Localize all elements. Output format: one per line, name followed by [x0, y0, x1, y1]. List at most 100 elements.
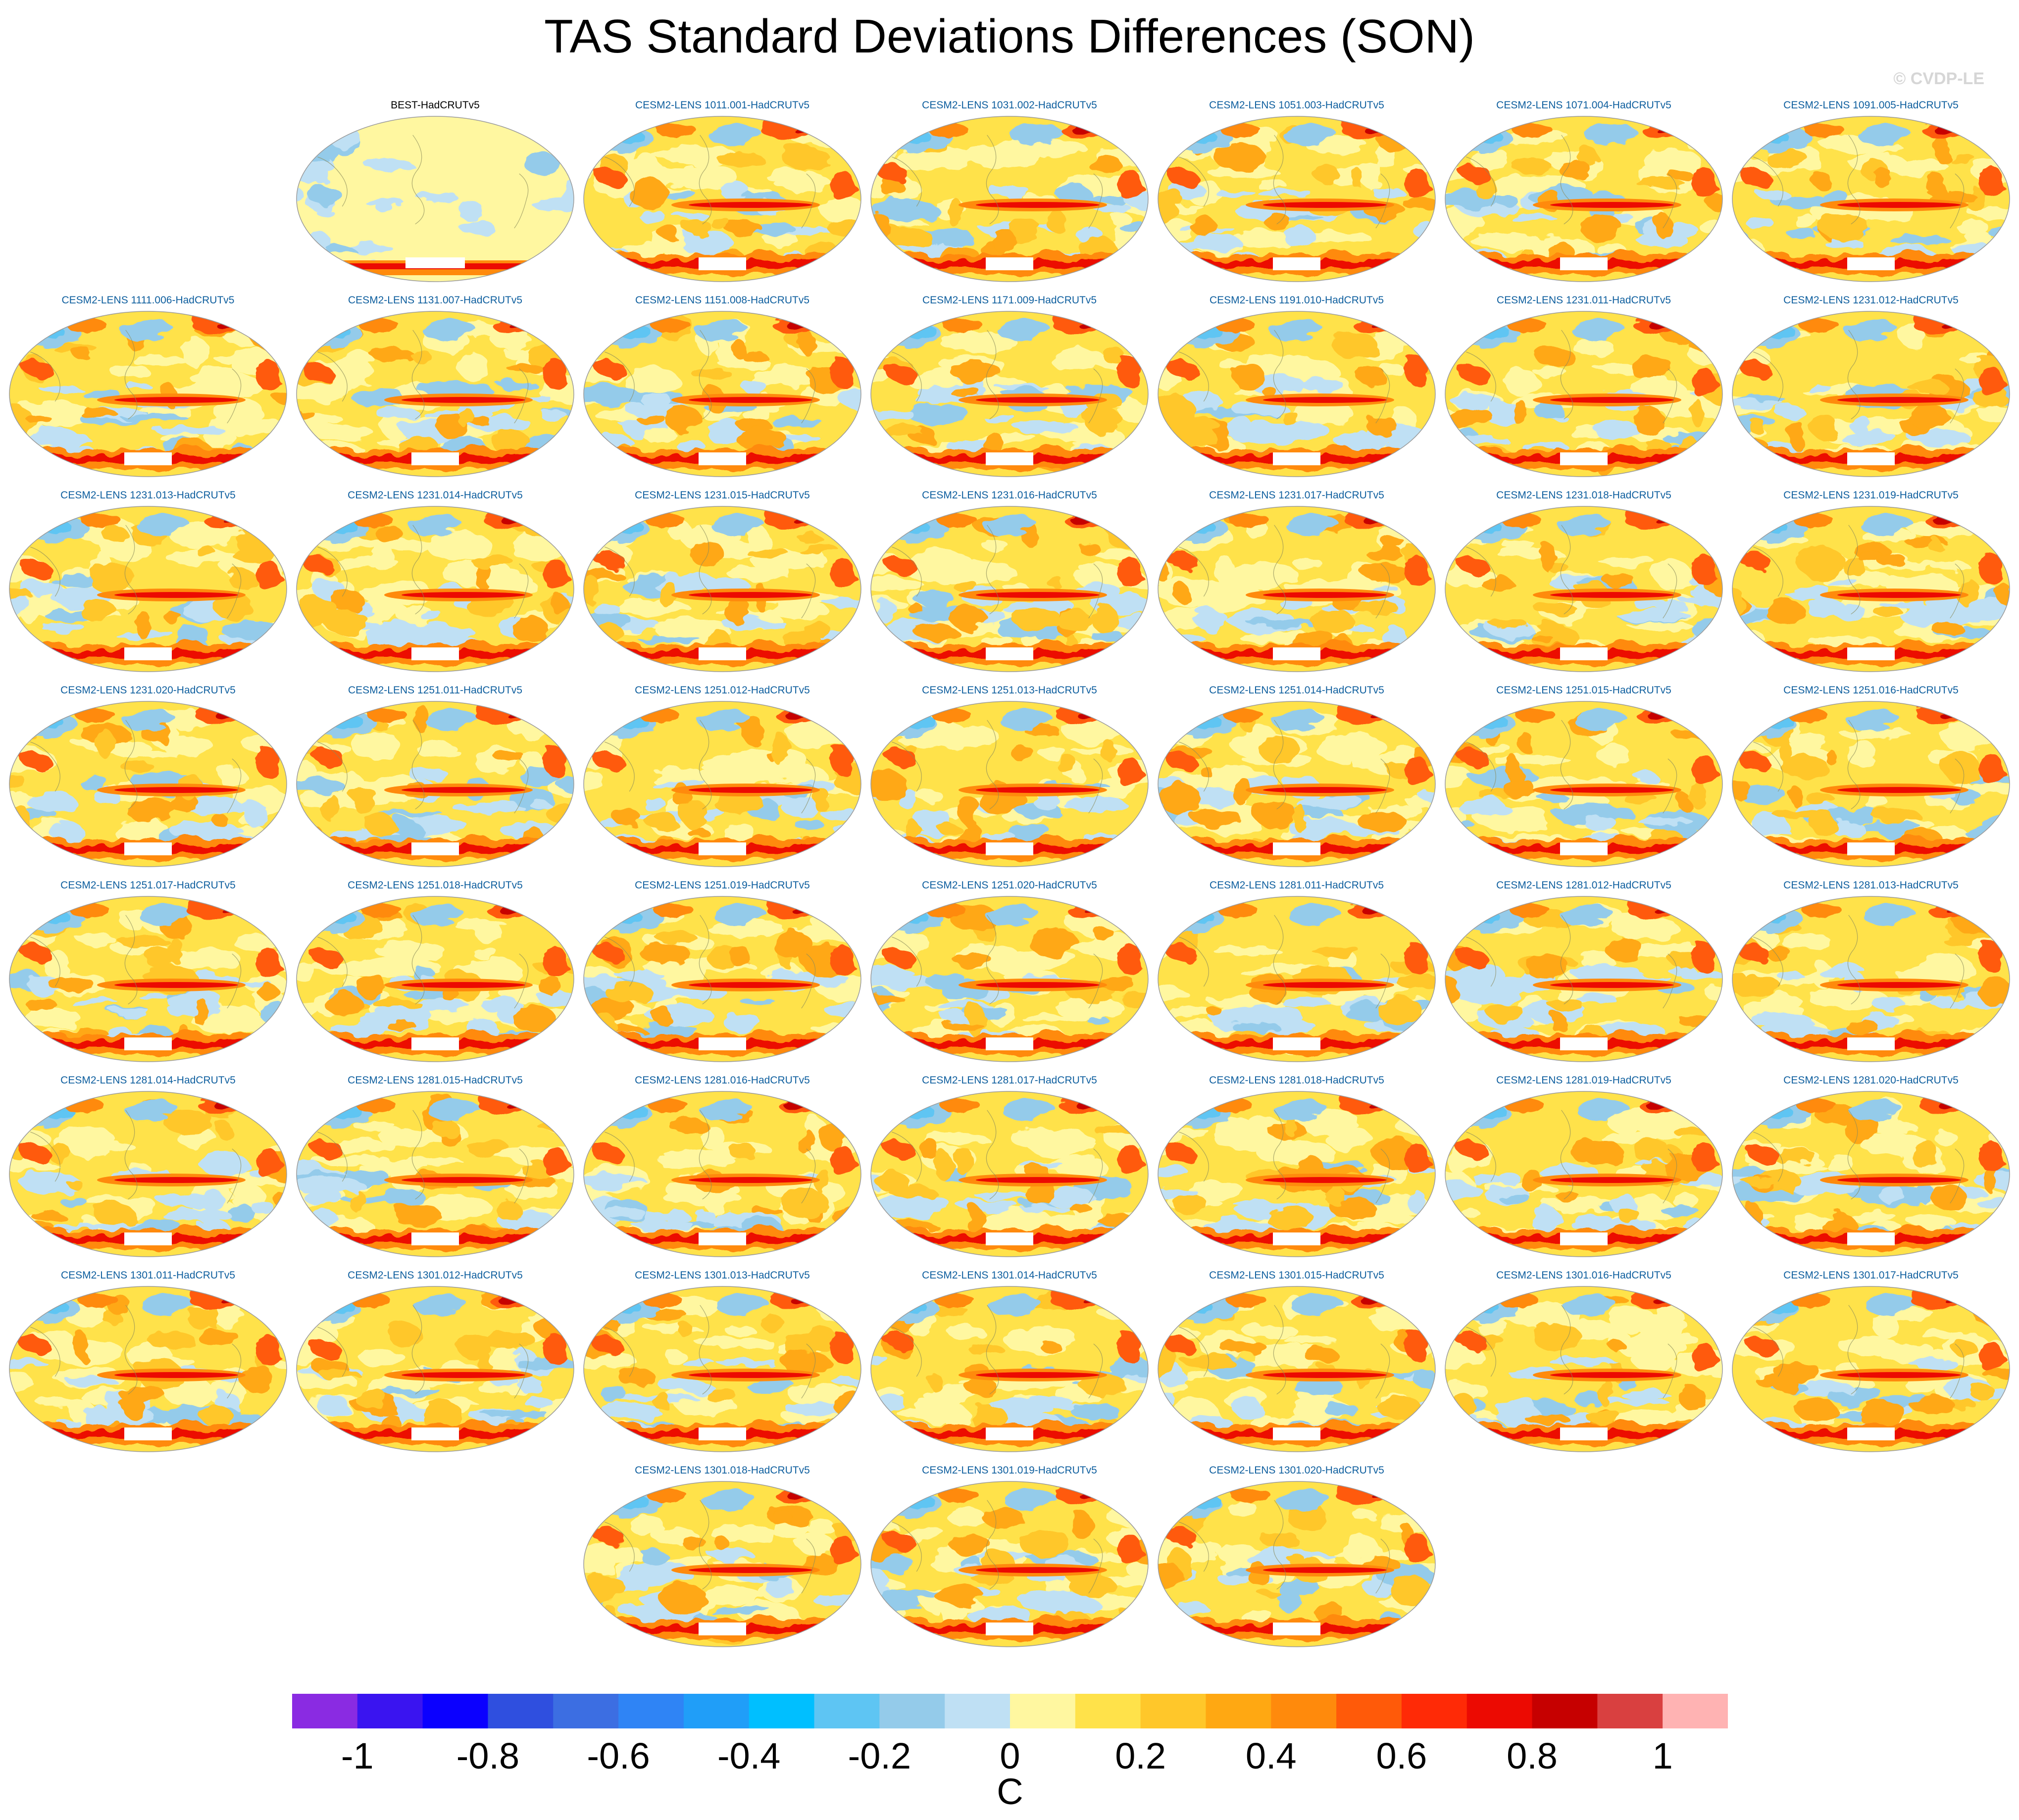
colorbar-swatch [1466, 1694, 1533, 1728]
colorbar-swatch [683, 1694, 750, 1728]
panel-title: CESM2-LENS 1281.013-HadCRUTv5 [1783, 880, 1959, 891]
panel-title: CESM2-LENS 1191.010-HadCRUTv5 [1209, 295, 1384, 306]
world-map [583, 311, 861, 477]
map-panel: CESM2-LENS 1231.017-HadCRUTv5 [1157, 489, 1437, 673]
world-map [583, 116, 861, 282]
colorbar-tick-label: -0.4 [717, 1735, 781, 1776]
panel-title: CESM2-LENS 1281.019-HadCRUTv5 [1496, 1075, 1671, 1086]
map-panel: CESM2-LENS 1231.020-HadCRUTv5 [8, 684, 288, 868]
world-map [583, 506, 861, 672]
panel-title: CESM2-LENS 1111.006-HadCRUTv5 [61, 295, 235, 306]
panel-title: CESM2-LENS 1281.015-HadCRUTv5 [348, 1075, 523, 1086]
panel-title: CESM2-LENS 1251.018-HadCRUTv5 [348, 880, 523, 891]
colorbar-swatch [1271, 1694, 1337, 1728]
map-panel: CESM2-LENS 1251.011-HadCRUTv5 [295, 684, 575, 868]
panel-title: CESM2-LENS 1251.019-HadCRUTv5 [635, 880, 810, 891]
map-panel: CESM2-LENS 1281.016-HadCRUTv5 [582, 1074, 862, 1258]
map-panel: CESM2-LENS 1251.012-HadCRUTv5 [582, 684, 862, 868]
panel-title: CESM2-LENS 1231.018-HadCRUTv5 [1496, 490, 1671, 501]
panel-title: CESM2-LENS 1051.003-HadCRUTv5 [1209, 99, 1384, 111]
world-map [9, 896, 287, 1062]
panel-title: CESM2-LENS 1251.011-HadCRUTv5 [348, 685, 523, 696]
world-map [1445, 1091, 1723, 1257]
world-map [1445, 116, 1723, 282]
world-map [1158, 116, 1436, 282]
map-panel: CESM2-LENS 1111.006-HadCRUTv5 [8, 294, 288, 478]
panel-title: CESM2-LENS 1251.017-HadCRUTv5 [60, 880, 236, 891]
world-map [870, 896, 1149, 1062]
colorbar-swatch [814, 1694, 880, 1728]
colorbar-swatch [1597, 1694, 1663, 1728]
map-panel: CESM2-LENS 1281.014-HadCRUTv5 [8, 1074, 288, 1258]
panel-title: CESM2-LENS 1301.017-HadCRUTv5 [1783, 1270, 1959, 1281]
world-map [1732, 896, 2010, 1062]
panel-title: CESM2-LENS 1251.015-HadCRUTv5 [1496, 685, 1671, 696]
world-map [9, 1091, 287, 1257]
colorbar-swatch [422, 1694, 488, 1728]
panel-title: CESM2-LENS 1231.012-HadCRUTv5 [1783, 295, 1959, 306]
map-panel: CESM2-LENS 1151.008-HadCRUTv5 [582, 294, 862, 478]
panel-title: CESM2-LENS 1301.018-HadCRUTv5 [635, 1465, 810, 1476]
colorbar-swatch [618, 1694, 684, 1728]
panel-title: CESM2-LENS 1231.019-HadCRUTv5 [1783, 490, 1959, 501]
panel-title: CESM2-LENS 1231.016-HadCRUTv5 [922, 490, 1097, 501]
map-panel: CESM2-LENS 1011.001-HadCRUTv5 [582, 99, 862, 283]
colorbar-swatch [1075, 1694, 1141, 1728]
world-map [870, 701, 1149, 867]
world-map [9, 311, 287, 477]
world-map [1158, 1481, 1436, 1647]
map-panel: CESM2-LENS 1301.013-HadCRUTv5 [582, 1269, 862, 1453]
map-panel: CESM2-LENS 1281.015-HadCRUTv5 [295, 1074, 575, 1258]
colorbar-swatch [357, 1694, 423, 1728]
panel-title: CESM2-LENS 1091.005-HadCRUTv5 [1783, 99, 1959, 111]
map-panel: CESM2-LENS 1281.018-HadCRUTv5 [1157, 1074, 1437, 1258]
map-panel: CESM2-LENS 1251.016-HadCRUTv5 [1731, 684, 2011, 868]
map-panel: BEST-HadCRUTv5 [295, 99, 575, 283]
map-panel: CESM2-LENS 1301.012-HadCRUTv5 [295, 1269, 575, 1453]
colorbar-swatch [1336, 1694, 1402, 1728]
colorbar-tick-label: 0.4 [1245, 1735, 1297, 1776]
panel-title: CESM2-LENS 1281.012-HadCRUTv5 [1496, 880, 1671, 891]
colorbar-swatch [553, 1694, 619, 1728]
map-panel: CESM2-LENS 1281.019-HadCRUTv5 [1444, 1074, 1724, 1258]
panel-title: BEST-HadCRUTv5 [391, 99, 480, 111]
map-panel: CESM2-LENS 1301.019-HadCRUTv5 [869, 1464, 1150, 1648]
colorbar-swatch [488, 1694, 554, 1728]
map-panel: CESM2-LENS 1301.017-HadCRUTv5 [1731, 1269, 2011, 1453]
world-map [9, 506, 287, 672]
map-panel: CESM2-LENS 1131.007-HadCRUTv5 [295, 294, 575, 478]
colorbar-tick-label: -0.6 [587, 1735, 650, 1776]
panel-title: CESM2-LENS 1251.013-HadCRUTv5 [922, 685, 1097, 696]
colorbar-swatch [292, 1694, 358, 1728]
world-map [296, 1091, 574, 1257]
map-panel: CESM2-LENS 1251.017-HadCRUTv5 [8, 879, 288, 1063]
panel-title: CESM2-LENS 1231.011-HadCRUTv5 [1496, 295, 1671, 306]
map-panel: CESM2-LENS 1301.016-HadCRUTv5 [1444, 1269, 1724, 1453]
panel-title: CESM2-LENS 1281.011-HadCRUTv5 [1209, 880, 1384, 891]
panel-title: CESM2-LENS 1031.002-HadCRUTv5 [922, 99, 1097, 111]
colorbar [292, 1694, 1728, 1728]
world-map [296, 116, 574, 282]
colorbar-swatch [1663, 1694, 1728, 1728]
panel-title: CESM2-LENS 1171.009-HadCRUTv5 [922, 295, 1097, 306]
world-map [583, 1286, 861, 1452]
map-panel: CESM2-LENS 1281.017-HadCRUTv5 [869, 1074, 1150, 1258]
map-panel: CESM2-LENS 1171.009-HadCRUTv5 [869, 294, 1150, 478]
world-map [1445, 1286, 1723, 1452]
colorbar-swatch [1401, 1694, 1467, 1728]
colorbar-tick-label: 0.6 [1376, 1735, 1427, 1776]
map-panel: CESM2-LENS 1091.005-HadCRUTv5 [1731, 99, 2011, 283]
world-map [583, 896, 861, 1062]
map-panel: CESM2-LENS 1301.020-HadCRUTv5 [1157, 1464, 1437, 1648]
map-panel: CESM2-LENS 1231.015-HadCRUTv5 [582, 489, 862, 673]
panel-title: CESM2-LENS 1301.020-HadCRUTv5 [1209, 1465, 1384, 1476]
world-map [1158, 506, 1436, 672]
map-panel: CESM2-LENS 1231.019-HadCRUTv5 [1731, 489, 2011, 673]
colorbar-swatch [1010, 1694, 1076, 1728]
panel-title: CESM2-LENS 1301.015-HadCRUTv5 [1209, 1270, 1384, 1281]
panel-title: CESM2-LENS 1301.014-HadCRUTv5 [922, 1270, 1097, 1281]
world-map [9, 1286, 287, 1452]
world-map [296, 896, 574, 1062]
world-map [870, 116, 1149, 282]
panel-title: CESM2-LENS 1281.020-HadCRUTv5 [1783, 1075, 1959, 1086]
